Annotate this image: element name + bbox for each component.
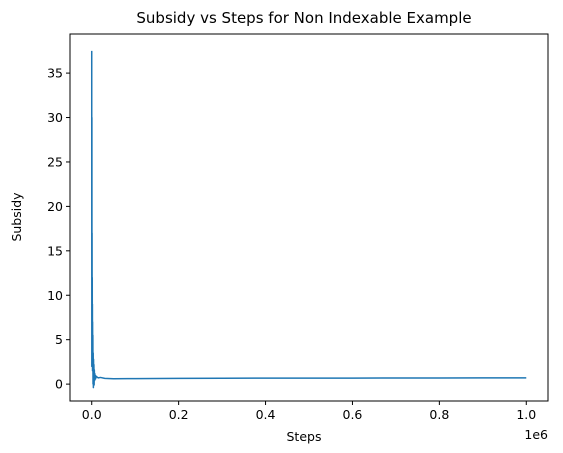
x-axis-label: Steps — [287, 429, 322, 444]
x-tick-label: 0.4 — [256, 407, 276, 422]
y-tick-label: 25 — [47, 154, 63, 169]
plot-area — [90, 50, 527, 389]
y-tick-label: 35 — [47, 66, 63, 81]
y-tick-label: 5 — [55, 332, 63, 347]
y-tick-label: 0 — [55, 377, 63, 392]
subsidy-series-line — [90, 50, 527, 389]
x-tick-label: 0.6 — [343, 407, 363, 422]
x-axis-offset-label: 1e6 — [524, 427, 548, 442]
y-tick-label: 15 — [47, 243, 63, 258]
y-axis-ticks: 0 5 10 15 20 25 30 35 — [47, 66, 70, 392]
y-tick-label: 10 — [47, 288, 63, 303]
x-tick-label: 0.0 — [82, 407, 102, 422]
y-tick-label: 20 — [47, 199, 63, 214]
y-axis-label: Subsidy — [9, 192, 24, 242]
y-tick-label: 30 — [47, 110, 63, 125]
x-tick-label: 0.2 — [169, 407, 189, 422]
axes-frame — [69, 33, 549, 402]
x-tick-label: 0.8 — [429, 407, 449, 422]
x-axis-ticks: 0.0 0.2 0.4 0.6 0.8 1.0 — [82, 401, 536, 422]
chart-title: Subsidy vs Steps for Non Indexable Examp… — [136, 9, 471, 27]
x-tick-label: 1.0 — [516, 407, 536, 422]
